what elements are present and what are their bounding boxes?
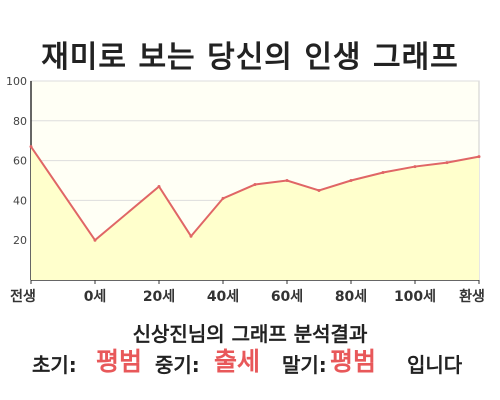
y-tick-label: 60 [13, 155, 27, 168]
x-tick-label: 20세 [143, 289, 175, 305]
x-tick-label: 60세 [271, 289, 303, 305]
data-point [221, 196, 225, 200]
data-point [317, 188, 321, 192]
x-tick-label: 100세 [394, 289, 436, 305]
y-tick-label: 20 [13, 234, 27, 247]
data-point [253, 182, 257, 186]
x-tick-label: 80세 [335, 289, 367, 305]
data-point [29, 145, 33, 149]
y-tick-label: 100 [6, 75, 27, 88]
data-point [477, 155, 481, 159]
late-label: 말기: [282, 353, 327, 377]
x-tick-label: 0세 [84, 289, 107, 305]
data-point [349, 179, 353, 182]
x-tick-label: 40세 [207, 289, 239, 305]
x-tick-label: 전생 [10, 288, 36, 305]
x-tick-label: 환생 [459, 288, 485, 305]
data-point [189, 234, 193, 238]
early-value: 평범 [96, 347, 143, 376]
middle-label: 중기: [155, 353, 200, 377]
ending-text: 입니다 [407, 353, 463, 377]
data-point [381, 171, 385, 175]
data-point [413, 165, 417, 169]
area-fill [31, 146, 479, 280]
data-point [157, 184, 161, 188]
data-point [93, 238, 97, 242]
page-title: 재미로 보는 당신의 인생 그래프 [41, 40, 459, 75]
data-point [285, 179, 289, 182]
y-tick-label: 80 [13, 115, 27, 128]
early-label: 초기: [32, 353, 77, 377]
y-tick-label: 40 [13, 194, 27, 207]
data-point [445, 161, 449, 165]
middle-value: 출세 [214, 347, 261, 376]
analysis-heading: 신상진님의 그래프 분석결과 [132, 322, 368, 346]
late-value: 평범 [330, 347, 377, 376]
